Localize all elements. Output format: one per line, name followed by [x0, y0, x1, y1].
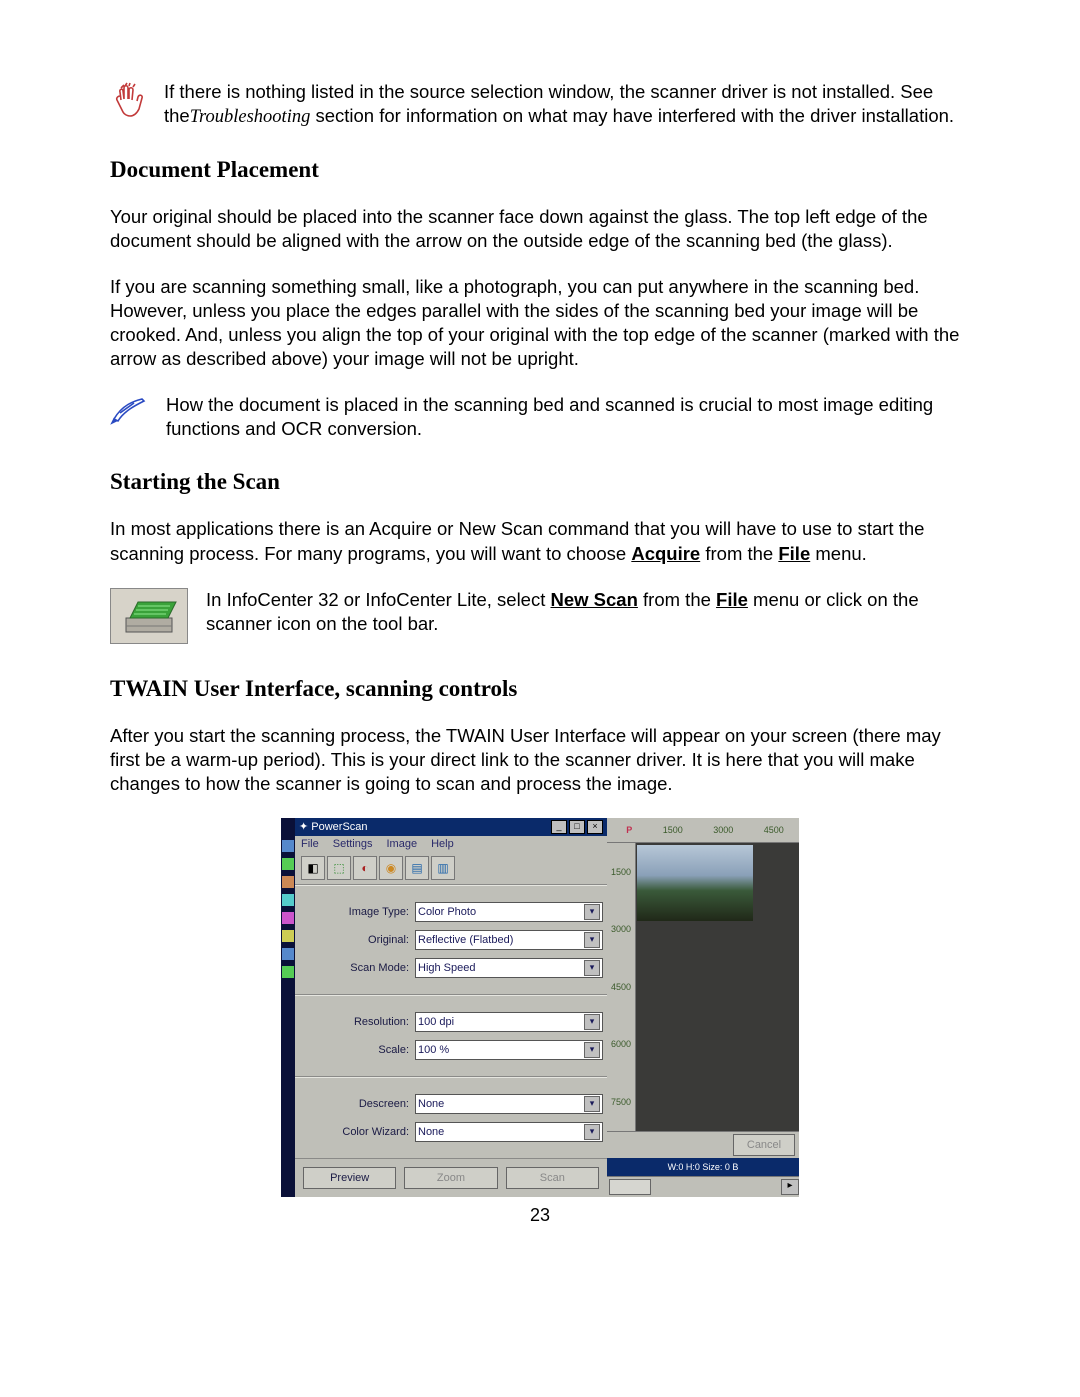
preview-thumbnail: [637, 845, 753, 921]
hand-icon: [110, 80, 146, 118]
para-placement-1: Your original should be placed into the …: [110, 205, 970, 253]
maximize-button[interactable]: □: [569, 820, 585, 834]
minimize-button[interactable]: _: [551, 820, 567, 834]
scan-button[interactable]: Scan: [506, 1167, 599, 1189]
para-twain: After you start the scanning process, th…: [110, 724, 970, 796]
warning-note: If there is nothing listed in the source…: [110, 80, 970, 129]
side-icons: [281, 818, 295, 1197]
twain-toolbar: ◧ ⬚ ◐ ◉ ▤ ▥: [295, 852, 607, 885]
size-info: W:0 H:0 Size: 0 B: [607, 1158, 799, 1176]
heading-starting-scan: Starting the Scan: [110, 469, 970, 495]
preview-area[interactable]: 1500 3000 4500 6000 7500: [607, 843, 799, 1131]
tool-btn-6[interactable]: ▥: [431, 856, 455, 880]
select-image-type[interactable]: Color Photo▾: [415, 902, 603, 922]
menu-help[interactable]: Help: [431, 838, 454, 850]
ruler-vertical: 1500 3000 4500 6000 7500: [607, 843, 636, 1131]
label-resolution: Resolution:: [299, 1016, 411, 1028]
label-scale: Scale:: [299, 1044, 411, 1056]
tool-btn-4[interactable]: ◉: [379, 856, 403, 880]
select-scale[interactable]: 100 %▾: [415, 1040, 603, 1060]
menu-image[interactable]: Image: [386, 838, 417, 850]
tool-btn-1[interactable]: ◧: [301, 856, 325, 880]
select-scan-mode[interactable]: High Speed▾: [415, 958, 603, 978]
label-original: Original:: [299, 934, 411, 946]
warning-text: If there is nothing listed in the source…: [164, 80, 970, 129]
info-note-placement-text: How the document is placed in the scanni…: [166, 393, 970, 441]
tool-btn-2[interactable]: ⬚: [327, 856, 351, 880]
zoom-button[interactable]: Zoom: [404, 1167, 497, 1189]
select-original[interactable]: Reflective (Flatbed)▾: [415, 930, 603, 950]
twain-titlebar: ✦ PowerScan _ □ ×: [295, 818, 607, 836]
menu-file[interactable]: File: [301, 838, 319, 850]
scanner-note: In InfoCenter 32 or InfoCenter Lite, sel…: [110, 588, 970, 644]
note-writing-icon: [110, 393, 148, 427]
cancel-button[interactable]: Cancel: [733, 1134, 795, 1156]
twain-window: ✦ PowerScan _ □ × File Settings Image He…: [281, 818, 799, 1197]
ruler-horizontal: P 1500 3000 4500: [607, 818, 799, 843]
scanner-icon: [110, 588, 188, 644]
label-image-type: Image Type:: [299, 906, 411, 918]
tool-btn-5[interactable]: ▤: [405, 856, 429, 880]
scanner-note-text: In InfoCenter 32 or InfoCenter Lite, sel…: [206, 588, 970, 636]
heading-document-placement: Document Placement: [110, 157, 970, 183]
twain-menubar: File Settings Image Help: [295, 836, 607, 852]
para-placement-2: If you are scanning something small, lik…: [110, 275, 970, 371]
preview-button[interactable]: Preview: [303, 1167, 396, 1189]
menu-settings[interactable]: Settings: [333, 838, 373, 850]
select-resolution[interactable]: 100 dpi▾: [415, 1012, 603, 1032]
select-color-wizard[interactable]: None▾: [415, 1122, 603, 1142]
label-descreen: Descreen:: [299, 1098, 411, 1110]
info-note-placement: How the document is placed in the scanni…: [110, 393, 970, 441]
page-number: 23: [110, 1205, 970, 1226]
heading-twain-ui: TWAIN User Interface, scanning controls: [110, 676, 970, 702]
label-color-wizard: Color Wizard:: [299, 1126, 411, 1138]
twain-title: PowerScan: [311, 821, 367, 833]
scrollbar[interactable]: ▸: [607, 1176, 799, 1197]
close-button[interactable]: ×: [587, 820, 603, 834]
para-starting-scan: In most applications there is an Acquire…: [110, 517, 970, 565]
tool-btn-3[interactable]: ◐: [353, 856, 377, 880]
label-scan-mode: Scan Mode:: [299, 962, 411, 974]
select-descreen[interactable]: None▾: [415, 1094, 603, 1114]
